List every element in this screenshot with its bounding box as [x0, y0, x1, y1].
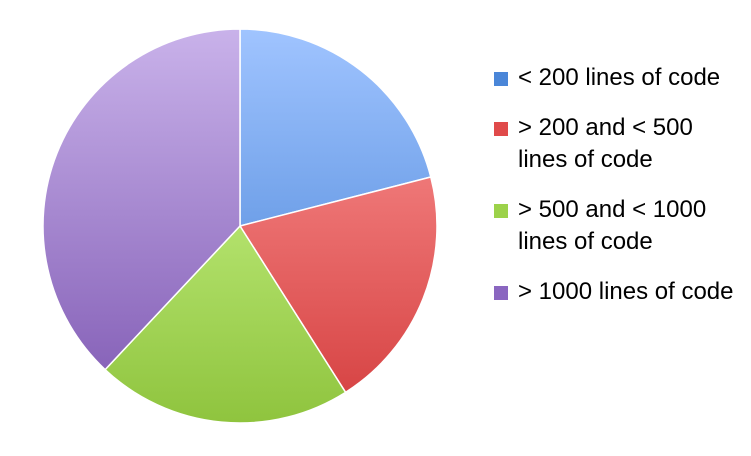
legend-item-500-to-1000: > 500 and < 1000 lines of code	[494, 194, 744, 258]
legend-item-over-1000: > 1000 lines of code	[494, 276, 744, 308]
legend-swatch-over-1000	[494, 286, 508, 300]
pie-slice-under-200	[239, 28, 432, 227]
legend-label-200-to-500: > 200 and < 500 lines of code	[518, 114, 693, 173]
legend-label-under-200: < 200 lines of code	[518, 64, 721, 91]
pie-chart	[42, 28, 438, 424]
chart-legend: < 200 lines of code > 200 and < 500 line…	[494, 62, 744, 326]
legend-swatch-under-200	[494, 72, 508, 86]
legend-swatch-500-to-1000	[494, 204, 508, 218]
legend-item-200-to-500: > 200 and < 500 lines of code	[494, 112, 744, 176]
pie-slice-over-1000	[42, 28, 241, 371]
legend-label-500-to-1000: > 500 and < 1000 lines of code	[518, 196, 707, 255]
legend-swatch-200-to-500	[494, 122, 508, 136]
pie-slice-500-to-1000	[104, 225, 347, 424]
legend-label-over-1000: > 1000 lines of code	[518, 278, 734, 305]
pie-chart-svg	[42, 28, 438, 424]
legend-item-under-200: < 200 lines of code	[494, 62, 744, 94]
pie-slice-200-to-500	[239, 176, 438, 394]
